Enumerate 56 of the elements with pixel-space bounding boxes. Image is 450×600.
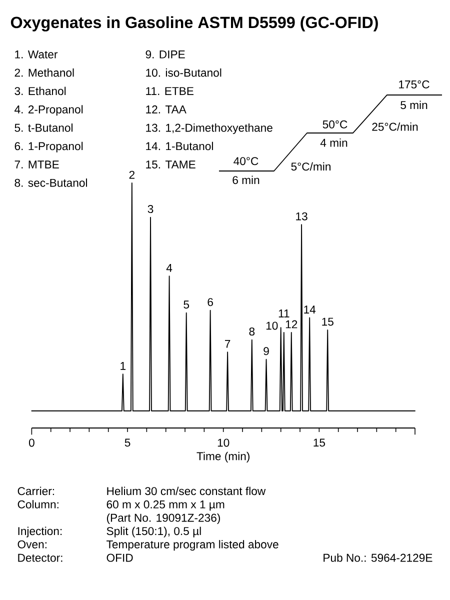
annotation: 6 xyxy=(208,298,213,306)
text: 5. t-Butanol xyxy=(14,123,73,132)
text: (Part No. 19091Z-236) xyxy=(106,513,220,524)
annotation: 15 xyxy=(322,318,334,326)
text: 12. TAA xyxy=(146,105,186,114)
text: 5 min xyxy=(400,100,428,110)
text: 10. iso-Butanol xyxy=(146,68,222,77)
x-tick-label: 5 xyxy=(124,438,130,447)
text: 13. 1,2-Dimethoxyethane xyxy=(146,123,272,134)
annotation: 1 xyxy=(120,362,126,370)
text: 9. DIPE xyxy=(146,50,185,58)
text: 3. Ethanol xyxy=(14,86,66,96)
text: 5°C/min xyxy=(291,162,330,171)
annotation: 14 xyxy=(304,306,316,314)
text: 175°C xyxy=(399,80,430,88)
x-tick-label: 0 xyxy=(28,438,34,447)
text: OFID xyxy=(106,554,133,562)
text: Column: xyxy=(18,500,58,508)
text: Oven: xyxy=(18,540,46,548)
text: Detector: xyxy=(18,554,62,562)
text: Helium 30 cm/sec constant flow xyxy=(107,486,266,496)
x-axis-title: Time (min) xyxy=(196,452,250,462)
text: 1. Water xyxy=(15,50,58,58)
text: 6. 1-Propanol xyxy=(14,142,83,152)
annotation: 7 xyxy=(225,340,230,348)
text: Injection: xyxy=(18,526,62,538)
annotation: 2 xyxy=(129,170,135,179)
text: Temperature program listed above xyxy=(106,540,278,551)
text: Pub No.: 5964-2129E xyxy=(324,553,432,562)
text: Split (150:1), 0.5 µl xyxy=(106,526,201,538)
annotation: 5 xyxy=(184,300,190,309)
chart-title: Oxygenates in Gasoline ASTM D5599 (GC-OFID) xyxy=(10,16,378,32)
text: 2. Methanol xyxy=(14,68,74,77)
annotation: 8. sec-Butanol xyxy=(14,178,87,187)
text: 4 min xyxy=(320,138,348,147)
annotation: 11 xyxy=(278,310,290,318)
annotation: 8 xyxy=(249,328,255,336)
text: 11. ETBE xyxy=(146,87,194,95)
text: 15. TAME xyxy=(146,160,196,168)
annotation: 9 xyxy=(264,347,269,356)
text: 7. MTBE xyxy=(14,160,59,168)
text: 4. 2-Propanol xyxy=(14,105,83,116)
text: 60 m x 0.25 mm x 1 µm xyxy=(106,500,224,511)
text: 25°C/min xyxy=(372,122,418,131)
text: 14. 1-Butanol xyxy=(146,142,213,150)
text: 40°C xyxy=(234,157,258,166)
annotation: 12 xyxy=(286,320,298,328)
x-tick-label: 10 xyxy=(218,438,230,447)
annotation: 6 min xyxy=(232,176,260,184)
annotation: 13 xyxy=(296,212,308,220)
annotation: 3 xyxy=(148,205,154,214)
text: 50°C xyxy=(322,120,348,128)
annotation: 10 xyxy=(266,322,278,330)
x-tick-label: 15 xyxy=(314,438,326,447)
text: Carrier: xyxy=(18,486,54,496)
annotation: 4 xyxy=(166,264,172,272)
